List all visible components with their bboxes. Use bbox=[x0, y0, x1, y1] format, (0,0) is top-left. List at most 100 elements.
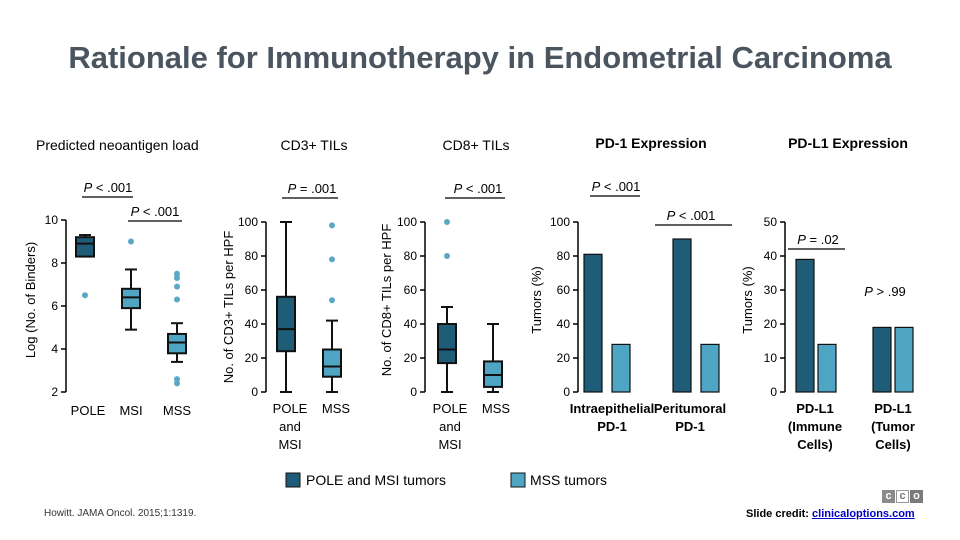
outlier-point bbox=[174, 270, 180, 277]
x-category-label: PD-1 bbox=[597, 419, 627, 434]
y-tick-label: 50 bbox=[764, 215, 778, 229]
logo-letter: c bbox=[896, 490, 909, 503]
y-tick-label: 40 bbox=[404, 317, 418, 331]
y-tick-label: 6 bbox=[51, 299, 58, 313]
outlier-point bbox=[444, 253, 450, 259]
y-tick-label: 80 bbox=[557, 249, 571, 263]
x-category-label: MSI bbox=[119, 403, 142, 418]
outlier-point bbox=[174, 283, 180, 290]
x-category-label: MSS bbox=[163, 403, 192, 418]
y-tick-label: 100 bbox=[238, 215, 258, 229]
outlier-point bbox=[82, 292, 88, 299]
slide-title: Rationale for Immunotherapy in Endometri… bbox=[68, 40, 892, 75]
legend-swatch-pole-msi bbox=[285, 472, 301, 488]
outlier-point bbox=[174, 380, 180, 387]
cco-logo: c c o bbox=[882, 490, 923, 503]
bar bbox=[583, 253, 603, 393]
y-tick-label: 40 bbox=[764, 249, 778, 263]
x-category-label: MSI bbox=[438, 437, 461, 452]
bar bbox=[817, 343, 837, 393]
box bbox=[167, 332, 187, 355]
x-category-label: Cells) bbox=[797, 437, 832, 452]
y-tick-label: 20 bbox=[404, 351, 418, 365]
slide-credit: Slide credit: clinicaloptions.com bbox=[746, 508, 915, 520]
y-tick-label: 4 bbox=[51, 342, 58, 356]
legend-swatch-mss bbox=[510, 472, 526, 488]
x-category-label: MSI bbox=[278, 437, 301, 452]
y-axis-label: No. of CD8+ TILs per HPF bbox=[379, 224, 394, 377]
p-value: P > .99 bbox=[864, 284, 906, 299]
legend-label-pole-msi: POLE and MSI tumors bbox=[306, 472, 446, 488]
p-value: P < .001 bbox=[131, 204, 180, 219]
bar bbox=[872, 326, 892, 393]
y-tick-label: 20 bbox=[764, 317, 778, 331]
y-tick-label: 8 bbox=[51, 256, 58, 270]
p-value: P < .001 bbox=[84, 180, 133, 195]
bar bbox=[611, 343, 631, 393]
x-category-label: POLE bbox=[433, 401, 468, 416]
credit-link[interactable]: clinicaloptions.com bbox=[812, 508, 915, 520]
x-category-label: MSS bbox=[322, 401, 351, 416]
box bbox=[75, 236, 95, 258]
outlier-point bbox=[444, 219, 450, 225]
panel-title: PD-1 Expression bbox=[595, 135, 706, 151]
panel-title: CD3+ TILs bbox=[280, 137, 347, 153]
y-tick-label: 0 bbox=[770, 385, 777, 399]
p-value: P < .001 bbox=[667, 208, 716, 223]
panel-title: PD-L1 Expression bbox=[788, 135, 908, 151]
box bbox=[121, 287, 141, 310]
y-tick-label: 2 bbox=[51, 385, 58, 399]
x-category-label: (Tumor bbox=[871, 419, 915, 434]
y-tick-label: 10 bbox=[764, 351, 778, 365]
legend-label-mss: MSS tumors bbox=[530, 472, 607, 488]
outlier-point bbox=[174, 376, 180, 383]
citation: Howitt. JAMA Oncol. 2015;1:1319. bbox=[44, 508, 197, 519]
x-category-label: Cells) bbox=[875, 437, 910, 452]
y-tick-label: 20 bbox=[557, 351, 571, 365]
outlier-point bbox=[174, 275, 180, 282]
outlier-point bbox=[329, 222, 335, 229]
x-category-label: PD-1 bbox=[675, 419, 705, 434]
x-category-label: and bbox=[439, 419, 461, 434]
y-tick-label: 0 bbox=[251, 385, 258, 399]
y-tick-label: 80 bbox=[245, 249, 259, 263]
y-tick-label: 100 bbox=[550, 215, 570, 229]
y-tick-label: 60 bbox=[245, 283, 259, 297]
box bbox=[322, 348, 342, 378]
y-axis-label: No. of CD3+ TILs per HPF bbox=[221, 231, 236, 384]
panel-title: CD8+ TILs bbox=[442, 137, 509, 153]
x-category-label: PD-L1 bbox=[874, 401, 912, 416]
x-category-label: (Immune bbox=[788, 419, 842, 434]
x-category-label: POLE bbox=[71, 403, 106, 418]
bar bbox=[894, 326, 914, 393]
panel-title: Predicted neoantigen load bbox=[36, 137, 199, 153]
x-category-label: and bbox=[279, 419, 301, 434]
y-tick-label: 40 bbox=[557, 317, 571, 331]
p-value: P < .001 bbox=[592, 179, 641, 194]
bar bbox=[700, 343, 720, 393]
p-value: P = .001 bbox=[288, 181, 337, 196]
x-category-label: POLE bbox=[273, 401, 308, 416]
y-tick-label: 60 bbox=[404, 283, 418, 297]
p-value: P = .02 bbox=[797, 232, 839, 247]
y-axis-label: Tumors (%) bbox=[529, 266, 544, 333]
credit-label: Slide credit: bbox=[746, 508, 809, 520]
outlier-point bbox=[329, 256, 335, 263]
x-category-label: MSS bbox=[482, 401, 511, 416]
box bbox=[437, 323, 457, 365]
box bbox=[276, 295, 296, 353]
y-tick-label: 30 bbox=[764, 283, 778, 297]
x-category-label: Peritumoral bbox=[654, 401, 726, 416]
y-tick-label: 100 bbox=[397, 215, 417, 229]
outlier-point bbox=[128, 238, 134, 245]
outlier-point bbox=[174, 296, 180, 303]
y-tick-label: 10 bbox=[45, 213, 59, 227]
y-tick-label: 60 bbox=[557, 283, 571, 297]
y-axis-label: Log (No. of Binders) bbox=[23, 242, 38, 358]
x-category-label: PD-L1 bbox=[796, 401, 834, 416]
y-tick-label: 40 bbox=[245, 317, 259, 331]
y-tick-label: 20 bbox=[245, 351, 259, 365]
y-tick-label: 80 bbox=[404, 249, 418, 263]
p-value: P < .001 bbox=[454, 181, 503, 196]
